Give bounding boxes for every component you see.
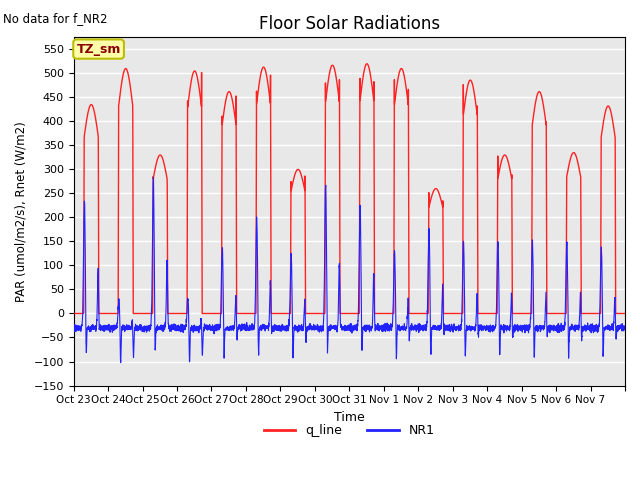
q_line: [621, 311, 629, 316]
q_line: [370, 97, 378, 103]
q_line: [528, 311, 536, 316]
NR1: [621, 326, 629, 332]
q_line: [542, 120, 550, 126]
NR1: [399, 325, 407, 331]
q_line: [70, 311, 77, 316]
NR1: [70, 325, 77, 331]
Text: No data for f_NR2: No data for f_NR2: [3, 12, 108, 25]
X-axis label: Time: Time: [334, 411, 365, 424]
q_line: [399, 69, 407, 75]
NR1: [528, 257, 536, 263]
NR1: [184, 300, 192, 306]
NR1: [501, 325, 509, 331]
Y-axis label: PAR (umol/m2/s), Rnet (W/m2): PAR (umol/m2/s), Rnet (W/m2): [15, 121, 28, 302]
Line: NR1: NR1: [74, 177, 625, 363]
Line: q_line: q_line: [74, 64, 625, 313]
NR1: [542, 289, 550, 295]
Legend: q_line, NR1: q_line, NR1: [259, 419, 440, 442]
q_line: [184, 102, 192, 108]
q_line: [363, 61, 371, 67]
NR1: [370, 271, 378, 277]
NR1: [117, 360, 125, 366]
Title: Floor Solar Radiations: Floor Solar Radiations: [259, 15, 440, 33]
q_line: [500, 152, 508, 158]
NR1: [150, 174, 157, 180]
Text: TZ_sm: TZ_sm: [76, 43, 121, 56]
